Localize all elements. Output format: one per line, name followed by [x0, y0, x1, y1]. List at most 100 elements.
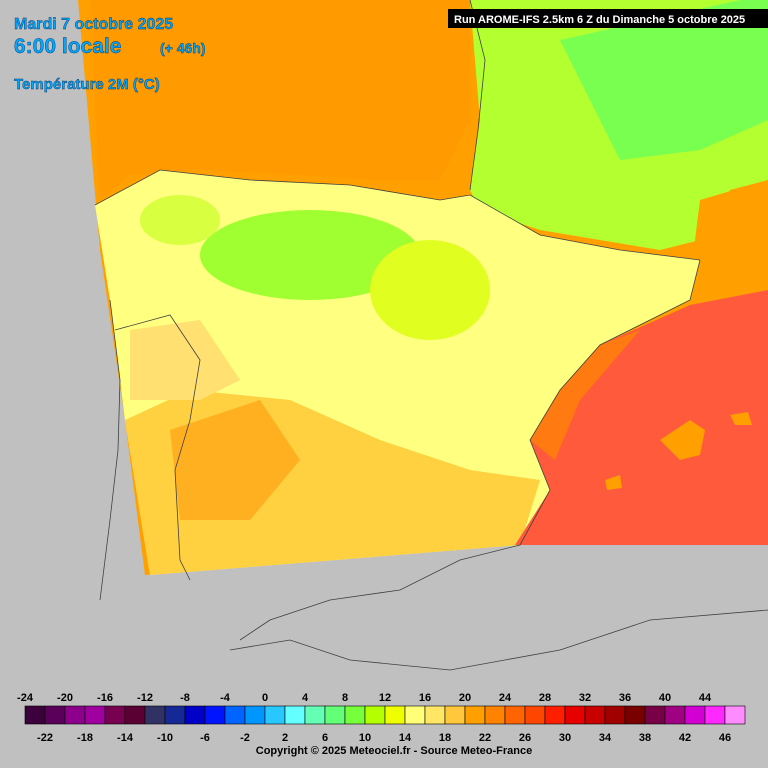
color-swatch — [124, 705, 146, 725]
color-swatch — [464, 705, 486, 725]
colorbar-label: 8 — [342, 692, 348, 704]
coastline — [94, 169, 701, 261]
color-swatch — [644, 705, 666, 725]
color-swatch — [224, 705, 246, 725]
color-swatch — [244, 705, 266, 725]
coastline — [99, 299, 121, 601]
color-swatch — [624, 705, 646, 725]
colorbar-label: -6 — [200, 732, 210, 744]
color-swatch — [664, 705, 686, 725]
colorbar-label: 14 — [399, 732, 412, 744]
colorbar-label: -18 — [77, 732, 93, 744]
color-swatch — [704, 705, 726, 725]
color-swatch — [144, 705, 166, 725]
color-swatch — [204, 705, 226, 725]
sea-lion — [690, 180, 768, 330]
color-swatch — [84, 705, 106, 725]
colorbar-label: 2 — [282, 732, 288, 744]
color-swatch — [524, 705, 546, 725]
coastal-sea — [530, 330, 640, 460]
colorbar-label: 16 — [419, 692, 431, 704]
island-menorca — [730, 412, 752, 425]
coastline-africa — [229, 609, 768, 671]
cool-area — [560, 0, 768, 160]
color-swatch — [604, 705, 626, 725]
colorbar-label: -14 — [117, 732, 134, 744]
island-mallorca — [660, 420, 705, 460]
cool-area — [140, 195, 220, 245]
colorbar-label: 38 — [639, 732, 651, 744]
colorbar-label: 4 — [302, 692, 309, 704]
colorbar-label: -24 — [17, 692, 34, 704]
cool-area — [200, 210, 420, 300]
lead: (+ 46h) — [160, 40, 206, 56]
colorbar-label: -20 — [57, 692, 73, 704]
color-swatch — [284, 705, 306, 725]
colorbar: -24-22-20-18-16-14-12-10-8-6-4-202468101… — [17, 692, 746, 744]
colorbar-label: -16 — [97, 692, 113, 704]
colorbar-label: 32 — [579, 692, 591, 704]
run-banner — [448, 9, 768, 28]
colorbar-label: -4 — [220, 692, 231, 704]
color-swatch — [564, 705, 586, 725]
colorbar-label: -22 — [37, 732, 53, 744]
colorbar-label: -12 — [137, 692, 153, 704]
colorbar-label: -10 — [157, 732, 173, 744]
color-swatch — [264, 705, 286, 725]
color-swatch — [324, 705, 346, 725]
border-portugal — [114, 314, 201, 581]
color-swatch — [184, 705, 206, 725]
colorbar-label: 6 — [322, 732, 328, 744]
colorbar-label: 40 — [659, 692, 671, 704]
colorbar-label: 12 — [379, 692, 391, 704]
colorbar-label: -2 — [240, 732, 250, 744]
colorbar-label: 26 — [519, 732, 531, 744]
colorbar-label: 42 — [679, 732, 691, 744]
color-swatch — [24, 705, 46, 725]
warm-area — [130, 320, 240, 400]
color-swatch — [484, 705, 506, 725]
color-swatch — [304, 705, 326, 725]
color-swatch — [44, 705, 66, 725]
colorbar-label: 24 — [499, 692, 512, 704]
run-info: Run AROME-IFS 2.5km 6 Z du Dimanche 5 oc… — [454, 14, 745, 26]
color-swatch — [344, 705, 366, 725]
colorbar-label: 20 — [459, 692, 471, 704]
color-swatch — [724, 705, 746, 725]
colorbar-label: 46 — [719, 732, 731, 744]
color-swatch — [404, 705, 426, 725]
color-swatch — [384, 705, 406, 725]
colorbar-label: 22 — [479, 732, 491, 744]
time: 6:00 locale — [14, 35, 121, 58]
island-ibiza — [605, 475, 622, 490]
cool-area — [370, 240, 490, 340]
color-swatch — [364, 705, 386, 725]
date: Mardi 7 octobre 2025 — [14, 16, 173, 33]
color-swatch — [684, 705, 706, 725]
color-swatch — [444, 705, 466, 725]
sea-mediterranean — [515, 290, 768, 545]
color-swatch — [164, 705, 186, 725]
sea-biscay — [90, 0, 470, 200]
colorbar-label: 10 — [359, 732, 371, 744]
colorbar-label: 34 — [599, 732, 612, 744]
copyright: Copyright © 2025 Meteociel.fr - Source M… — [256, 745, 532, 757]
colorbar-label: 0 — [262, 692, 268, 704]
colorbar-label: 18 — [439, 732, 451, 744]
color-swatch — [504, 705, 526, 725]
color-swatch — [104, 705, 126, 725]
color-swatch — [544, 705, 566, 725]
coastline — [469, 0, 486, 191]
colorbar-label: -8 — [180, 692, 190, 704]
color-swatch — [424, 705, 446, 725]
colorbar-label: 28 — [539, 692, 551, 704]
color-swatch — [584, 705, 606, 725]
colorbar-label: 36 — [619, 692, 631, 704]
variable: Température 2M (°C) — [14, 76, 160, 93]
color-swatch — [64, 705, 86, 725]
colorbar-label: 30 — [559, 732, 571, 744]
warm-area — [170, 400, 300, 520]
coastline — [239, 259, 701, 641]
